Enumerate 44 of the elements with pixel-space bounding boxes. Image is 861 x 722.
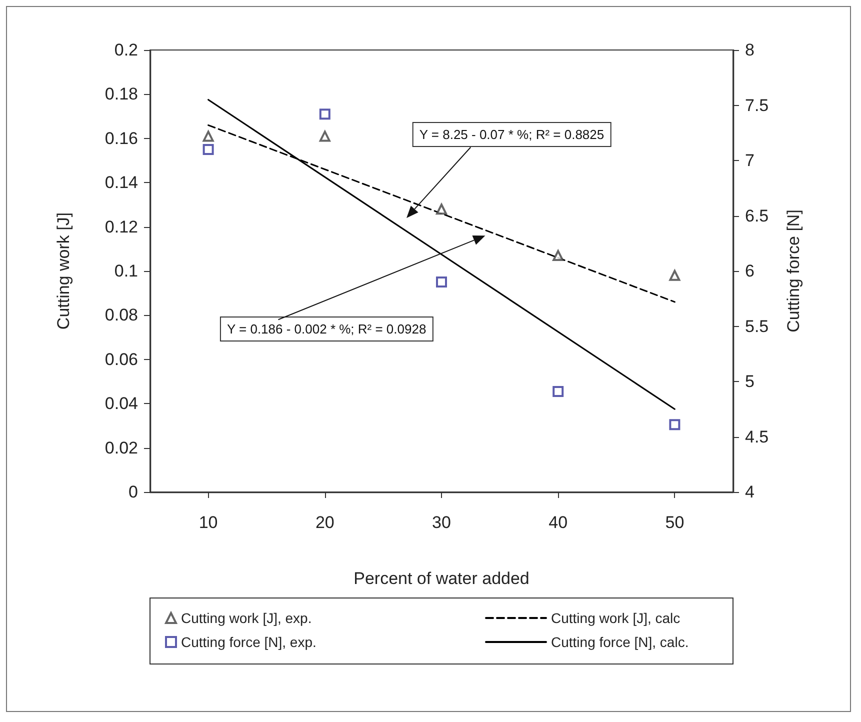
y-tick-label: 0.18 xyxy=(104,84,138,104)
legend-label: Cutting work [J], exp. xyxy=(181,610,312,626)
legend-label: Cutting force [N], exp. xyxy=(181,634,316,650)
y2-tick-label: 7.5 xyxy=(745,96,769,115)
x-tick-label: 30 xyxy=(432,513,451,532)
y2-tick-label: 6.5 xyxy=(745,206,769,226)
y-tick-label: 0.1 xyxy=(114,262,138,280)
y2-tick-label: 4.5 xyxy=(745,427,769,446)
legend-label: Cutting work [J], calc xyxy=(551,610,680,626)
point xyxy=(319,108,330,120)
point xyxy=(436,276,447,288)
point xyxy=(669,419,680,430)
point xyxy=(202,130,214,142)
x-axis-title: Percent of water added xyxy=(354,569,530,588)
y-tick-label: 0.16 xyxy=(104,128,138,148)
y-tick-label: 0.06 xyxy=(104,350,138,369)
y2-tick-label: 4 xyxy=(745,482,754,502)
y-axis-title: Cutting work [J] xyxy=(54,212,73,330)
y-tick-label: 0.08 xyxy=(104,306,138,325)
y2-tick-label: 5 xyxy=(745,372,754,391)
y-tick-label: 0.02 xyxy=(104,438,138,458)
annotation: Y = 8.25 - 0.07 * %; R² = 0.8825 xyxy=(419,126,604,142)
y2-tick-label: 7 xyxy=(745,151,754,170)
y2-tick-label: 8 xyxy=(745,40,754,60)
y2-tick-label: 5.5 xyxy=(745,316,769,336)
legend-label: Cutting force [N], calc. xyxy=(551,634,689,650)
annotation: Y = 0.186 - 0.002 * %; R² = 0.0928 xyxy=(226,321,426,336)
point xyxy=(436,204,447,215)
point xyxy=(669,270,680,281)
y-tick-label: 0.04 xyxy=(104,394,138,414)
y-tick-label: 0.12 xyxy=(104,217,138,236)
point xyxy=(319,130,330,142)
y-tick-label: 0 xyxy=(128,482,138,502)
point xyxy=(202,144,214,155)
x-tick-label: 40 xyxy=(548,513,568,532)
x-tick-label: 10 xyxy=(198,513,218,532)
y-tick-label: 0.2 xyxy=(114,40,138,60)
y2-tick-label: 6 xyxy=(745,262,754,280)
point xyxy=(552,250,564,262)
x-tick-label: 50 xyxy=(665,513,684,532)
point xyxy=(552,386,564,397)
y2-axis-title: Cutting force [N] xyxy=(784,210,803,332)
x-tick-label: 20 xyxy=(315,513,334,532)
y-tick-label: 0.14 xyxy=(104,173,138,192)
